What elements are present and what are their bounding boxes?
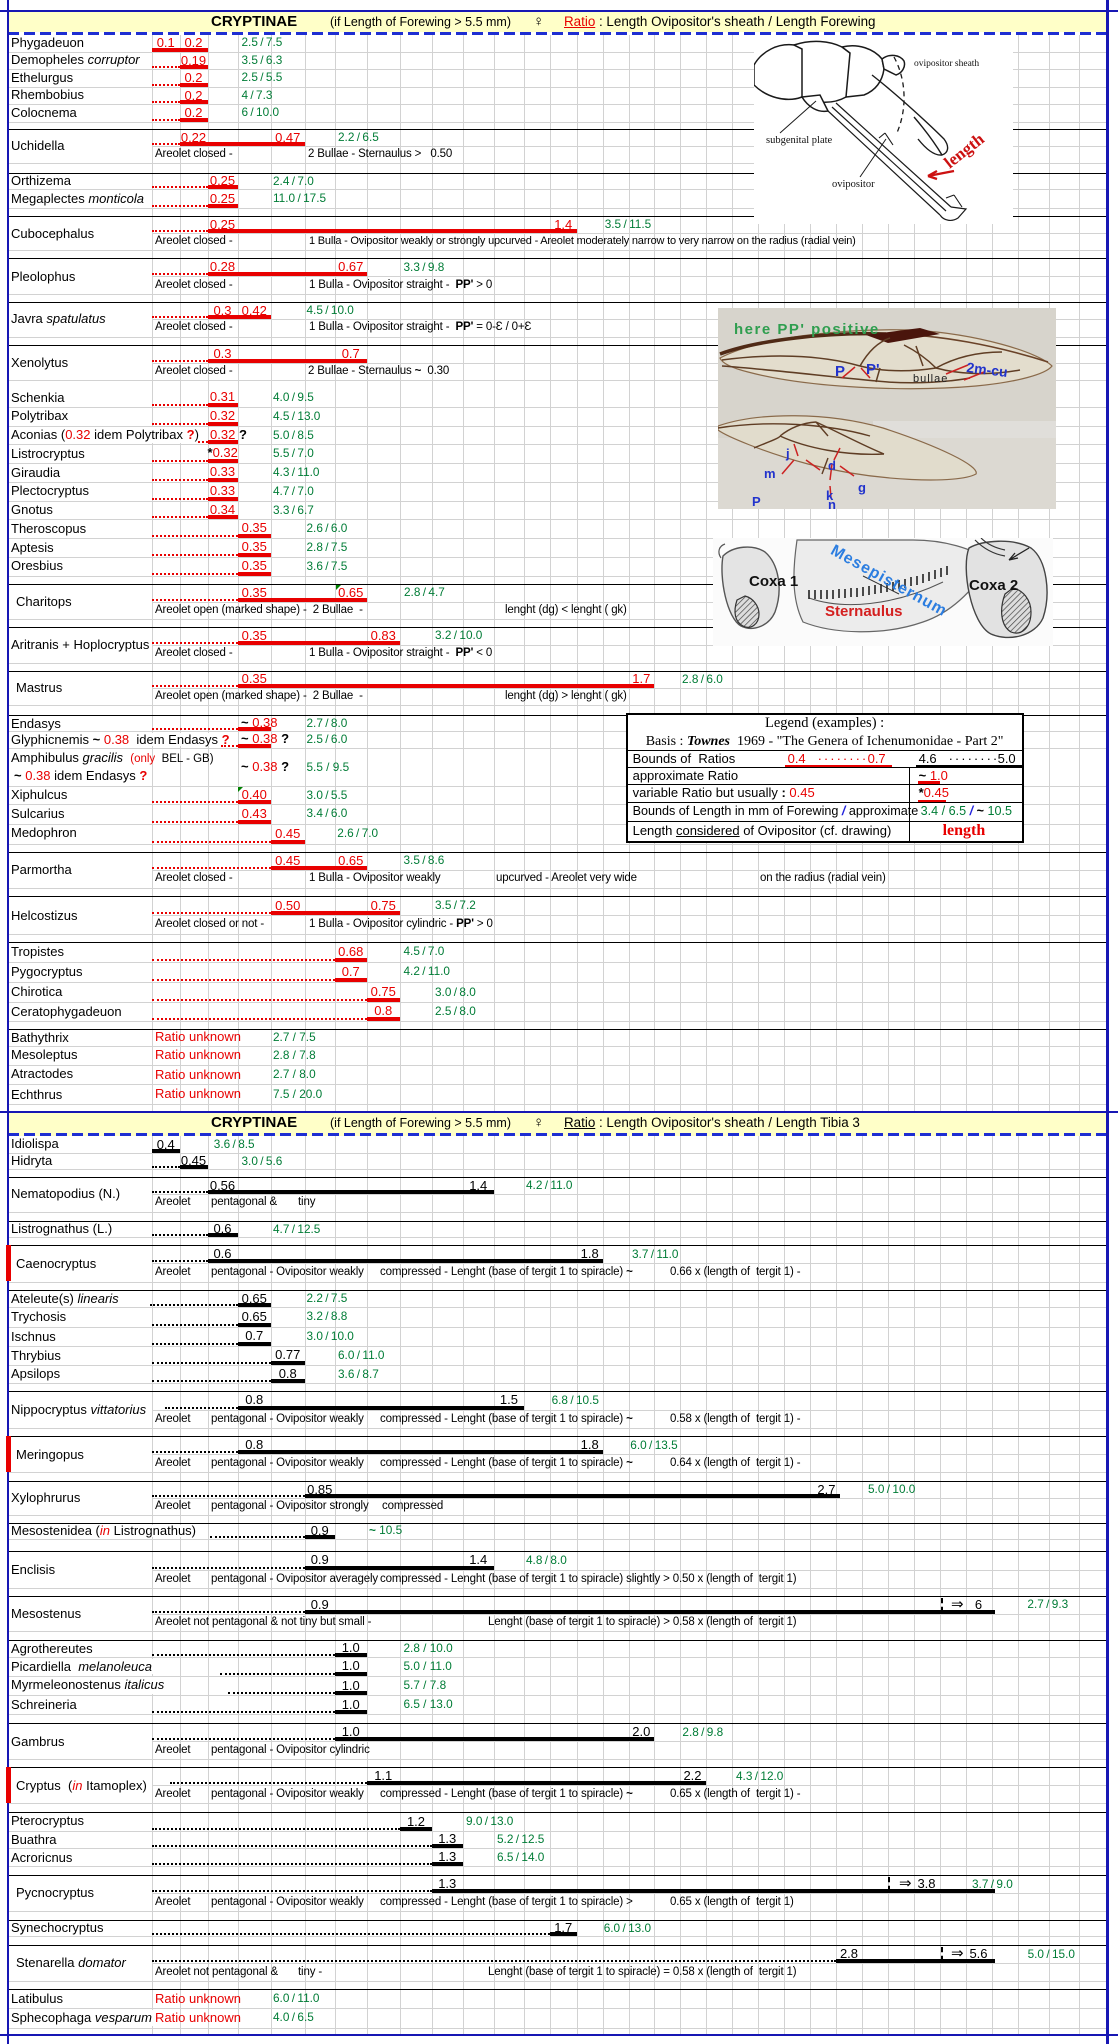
svg-text:P: P	[752, 494, 761, 509]
svg-text:P': P'	[866, 361, 880, 378]
svg-text:Sternaulus: Sternaulus	[825, 603, 903, 620]
svg-text:here PP' positive: here PP' positive	[734, 321, 880, 338]
svg-text:k: k	[826, 488, 834, 503]
svg-text:subgenital plate: subgenital plate	[766, 135, 833, 146]
svg-text:length: length	[940, 129, 988, 172]
svg-text:m: m	[764, 466, 776, 481]
svg-text:ovipositor sheath: ovipositor sheath	[914, 59, 979, 69]
svg-text:2m-cu: 2m-cu	[966, 359, 1009, 380]
svg-text:ovipositor: ovipositor	[832, 179, 875, 190]
svg-text:P: P	[835, 363, 845, 380]
svg-text:j: j	[785, 446, 790, 461]
svg-text:g: g	[858, 480, 866, 495]
svg-text:d: d	[828, 458, 836, 473]
svg-text:Coxa 2: Coxa 2	[969, 577, 1018, 594]
svg-text:bullae: bullae	[913, 373, 948, 385]
svg-text:Coxa 1: Coxa 1	[749, 573, 798, 590]
svg-text:n: n	[828, 497, 836, 509]
